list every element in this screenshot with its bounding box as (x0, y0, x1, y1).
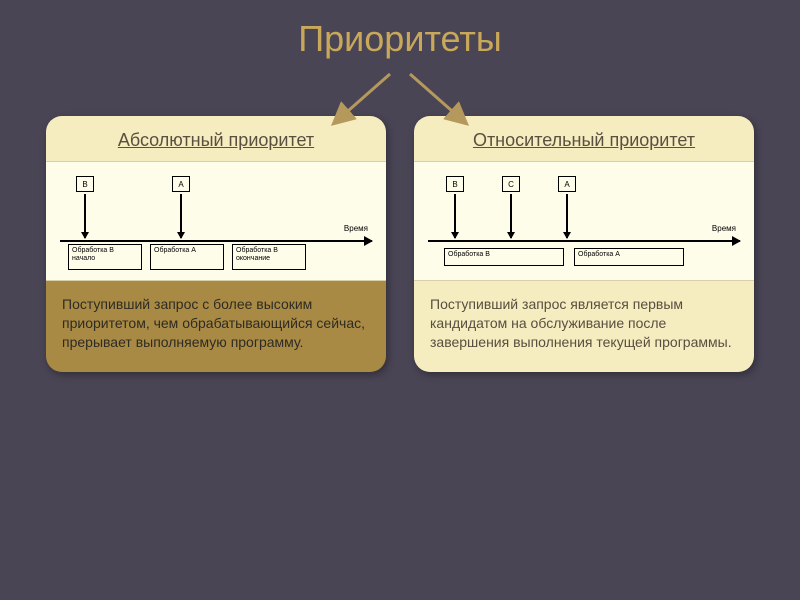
branch-arrows (300, 68, 500, 128)
task-marker: A (558, 176, 576, 192)
task-arrow (566, 194, 568, 238)
task-marker: B (446, 176, 464, 192)
process-box: Обработка A (574, 248, 684, 266)
slide-title: Приоритеты (0, 0, 800, 60)
process-box: Обработка B (444, 248, 564, 266)
task-arrow (510, 194, 512, 238)
card-absolute-priority: Абсолютный приоритет Время BAОбработка B… (46, 116, 386, 372)
process-box: Обработка B начало (68, 244, 142, 270)
task-arrow (454, 194, 456, 238)
diagram-left: Время B A Обработка B начало Обработка A Обр… (46, 161, 386, 281)
task-arrow (180, 194, 182, 238)
task-marker: C (502, 176, 520, 192)
time-label: Время (344, 224, 368, 233)
timeline-axis (428, 240, 740, 242)
diagram-right: Время B C A Обработка B Обработка A (414, 161, 754, 281)
task-arrow (84, 194, 86, 238)
task-marker: A (172, 176, 190, 192)
process-box: Обработка B окончание (232, 244, 306, 270)
card-footer-right: Поступивший запрос является первым канди… (414, 281, 754, 372)
time-label: Время (712, 224, 736, 233)
task-marker: B (76, 176, 94, 192)
cards-row: Абсолютный приоритет Время BAОбработка B… (0, 116, 800, 372)
card-relative-priority: Относительный приоритет Время BCAОбработ… (414, 116, 754, 372)
card-footer-left: Поступивший запрос с более высоким приор… (46, 281, 386, 372)
process-box: Обработка A (150, 244, 224, 270)
timeline-axis (60, 240, 372, 242)
